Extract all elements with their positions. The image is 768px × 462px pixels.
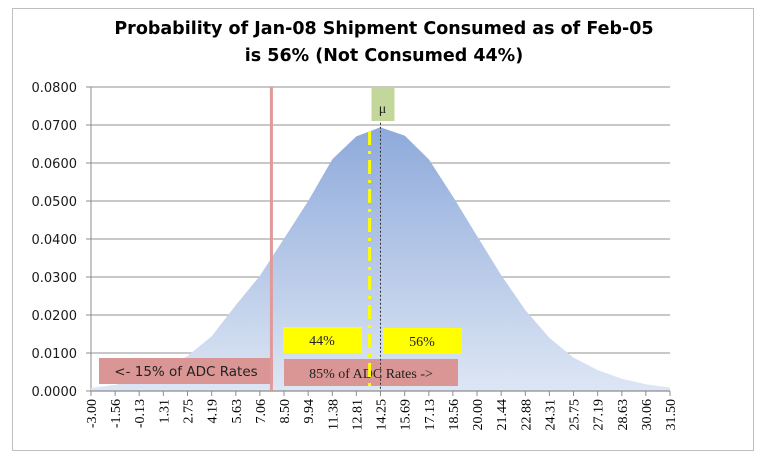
y-tick-label: 0.0300 [32, 271, 78, 286]
y-tick-label: 0.0700 [32, 119, 78, 134]
y-tick-label: 0.0400 [32, 233, 78, 248]
x-tick-label: -1.56 [109, 399, 124, 428]
x-tick-label: 8.50 [278, 399, 293, 424]
x-tick-label: 9.94 [302, 399, 317, 424]
consumed-box [383, 328, 462, 354]
consumed-pct: 56% [409, 335, 435, 350]
left-band [99, 358, 273, 384]
x-tick-label: 24.31 [543, 399, 558, 431]
chart-title-line2: is 56% (Not Consumed 44%) [244, 46, 524, 66]
x-tick-label: 21.44 [495, 399, 510, 431]
y-axis: 0.0000 0.0100 0.0200 0.0300 0.0400 0.0500 0.06… [32, 81, 92, 400]
x-tick-label: 12.81 [350, 399, 365, 431]
y-tick-label: 0.0100 [32, 347, 78, 362]
x-tick-label: 18.56 [447, 399, 462, 431]
x-tick-label: 5.63 [230, 399, 245, 424]
x-tick-label: 4.19 [206, 399, 221, 424]
x-tick-label: 22.88 [519, 399, 534, 431]
y-tick-label: 0.0200 [32, 309, 78, 324]
x-tick-label: 2.75 [182, 399, 197, 424]
x-tick-label: 28.63 [616, 399, 631, 431]
x-tick-label: 20.00 [471, 399, 486, 431]
x-tick-label: 14.25 [375, 399, 390, 431]
y-tick-label: 0.0500 [32, 195, 78, 210]
x-tick-label: 31.50 [664, 399, 679, 431]
not-consumed-box [283, 327, 362, 353]
y-tick-label: 0.0000 [32, 385, 78, 400]
chart-title-line1: Probability of Jan-08 Shipment Consumed … [114, 19, 654, 39]
chart-title: Probability of Jan-08 Shipment Consumed … [0, 16, 768, 70]
x-tick-label: 30.06 [640, 399, 655, 431]
x-tick-label: 7.06 [254, 399, 269, 424]
y-tick-label: 0.0600 [32, 157, 78, 172]
not-consumed-pct: 44% [309, 334, 335, 349]
x-tick-label: 27.19 [592, 399, 607, 431]
x-tick-label: 17.13 [423, 399, 438, 431]
x-axis: -3.00 -1.56 -0.13 1.31 2.75 4.19 5.63 7.06 8.50 9… [85, 390, 679, 431]
x-tick-label: 25.75 [568, 399, 583, 431]
mu-box [371, 87, 395, 121]
x-tick-label: -0.13 [133, 399, 148, 428]
annotations: <- 15% of ADC Rates 85% of ADC Rates ->44… [99, 87, 462, 392]
left-band-label: <- 15% of ADC Rates [114, 364, 257, 380]
y-tick-label: 0.0800 [32, 81, 78, 96]
x-tick-label: 11.38 [326, 399, 341, 430]
x-tick-label: 1.31 [157, 399, 172, 424]
mu-label: μ [379, 102, 387, 117]
x-tick-label: 15.69 [399, 399, 414, 431]
x-tick-label: -3.00 [85, 399, 100, 428]
